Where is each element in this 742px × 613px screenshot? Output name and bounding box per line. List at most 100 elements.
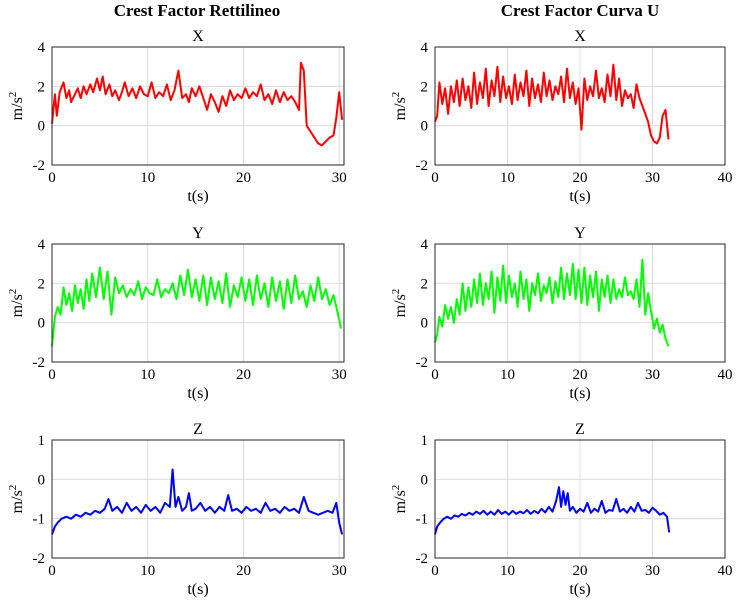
x-tick-label: 0 bbox=[431, 367, 439, 383]
plot-border bbox=[434, 243, 726, 363]
y-axis-label-exponent: 2 bbox=[390, 485, 402, 491]
plot-border bbox=[51, 243, 345, 363]
y-tick-label: 4 bbox=[38, 237, 46, 253]
y-tick-label: -2 bbox=[416, 551, 429, 567]
column-title-rettilineo: Crest Factor Rettilineo bbox=[114, 1, 280, 20]
x-tick-label: 20 bbox=[573, 367, 588, 383]
series-line bbox=[51, 61, 344, 147]
y-axis-label: m/s2 bbox=[390, 92, 409, 121]
y-axis-label-exponent: 2 bbox=[7, 289, 19, 295]
y-axis-label-unit: m/s bbox=[392, 490, 409, 513]
y-tick-label: -1 bbox=[33, 512, 46, 528]
y-tick-label: -2 bbox=[416, 158, 429, 174]
y-tick-label: -2 bbox=[33, 355, 46, 371]
subplot-title: Z bbox=[575, 421, 585, 438]
x-tick-label: 10 bbox=[140, 367, 155, 383]
x-tick-label: 10 bbox=[140, 170, 155, 186]
y-axis-label-unit: m/s bbox=[9, 294, 26, 317]
y-axis-label: m/s2 bbox=[390, 485, 409, 514]
y-tick-label: 0 bbox=[38, 119, 46, 135]
subplot-z-curva-u: 0 10 20 30 40 -2 -1 0 1 Zt(s) m/s2 bbox=[390, 421, 733, 598]
y-tick-label: 0 bbox=[38, 472, 46, 488]
y-tick-label: 2 bbox=[38, 79, 46, 95]
x-tick-label: 10 bbox=[500, 367, 515, 383]
y-tick-label: 2 bbox=[421, 276, 429, 292]
plot-border bbox=[51, 46, 345, 166]
y-tick-label: 1 bbox=[38, 433, 46, 449]
y-axis-label-exponent: 2 bbox=[7, 485, 19, 491]
y-axis-label-unit: m/s bbox=[392, 294, 409, 317]
y-tick-label: 2 bbox=[421, 79, 429, 95]
y-axis-label: m/s2 bbox=[390, 289, 409, 318]
subplot-title: Y bbox=[574, 225, 586, 242]
y-tick-label: 2 bbox=[38, 276, 46, 292]
x-tick-label: 0 bbox=[48, 170, 56, 186]
x-tick-label: 30 bbox=[332, 367, 347, 383]
y-tick-label: -1 bbox=[416, 512, 429, 528]
x-tick-label: 10 bbox=[140, 563, 155, 579]
series-line bbox=[434, 486, 671, 535]
x-tick-label: 20 bbox=[573, 170, 588, 186]
y-tick-label: 0 bbox=[421, 472, 429, 488]
y-axis-label: m/s2 bbox=[7, 485, 26, 514]
x-tick-label: 10 bbox=[500, 170, 515, 186]
y-axis-label-exponent: 2 bbox=[390, 92, 402, 98]
y-axis-label-exponent: 2 bbox=[390, 289, 402, 295]
x-tick-label: 0 bbox=[431, 170, 439, 186]
x-tick-label: 30 bbox=[645, 170, 660, 186]
subplot-title: Z bbox=[193, 421, 203, 438]
y-tick-label: 4 bbox=[421, 237, 429, 253]
series-line bbox=[434, 63, 670, 145]
y-axis-label-unit: m/s bbox=[392, 97, 409, 120]
plot-area bbox=[51, 243, 345, 363]
x-tick-label: 30 bbox=[332, 563, 347, 579]
x-axis-label: t(s) bbox=[569, 188, 590, 205]
y-axis-label: m/s2 bbox=[7, 289, 26, 318]
y-axis-label-unit: m/s bbox=[9, 490, 26, 513]
x-tick-label: 20 bbox=[236, 563, 251, 579]
series-line bbox=[434, 258, 670, 347]
y-axis-label-unit: m/s bbox=[9, 97, 26, 120]
y-tick-label: 4 bbox=[38, 40, 46, 56]
y-tick-label: -2 bbox=[416, 355, 429, 371]
column-title-curva-u: Crest Factor Curva U bbox=[501, 1, 659, 20]
y-tick-label: 0 bbox=[421, 316, 429, 332]
x-tick-label: 0 bbox=[48, 367, 56, 383]
y-tick-label: 0 bbox=[38, 316, 46, 332]
x-axis-label: t(s) bbox=[187, 385, 208, 402]
x-tick-label: 40 bbox=[718, 170, 733, 186]
y-axis-label-exponent: 2 bbox=[7, 92, 19, 98]
x-tick-label: 40 bbox=[718, 367, 733, 383]
x-tick-label: 30 bbox=[645, 563, 660, 579]
subplot-title: X bbox=[192, 28, 204, 45]
x-axis-label: t(s) bbox=[187, 188, 208, 205]
subplot-title: Y bbox=[192, 225, 204, 242]
x-tick-label: 30 bbox=[645, 367, 660, 383]
y-tick-label: 4 bbox=[421, 40, 429, 56]
plot-border bbox=[51, 439, 345, 559]
plot-border bbox=[434, 439, 726, 559]
y-tick-label: -2 bbox=[33, 158, 46, 174]
subplot-title: X bbox=[574, 28, 586, 45]
x-tick-label: 20 bbox=[236, 367, 251, 383]
y-tick-label: -2 bbox=[33, 551, 46, 567]
x-tick-label: 40 bbox=[718, 563, 733, 579]
x-tick-label: 20 bbox=[236, 170, 251, 186]
y-tick-label: 0 bbox=[421, 119, 429, 135]
x-tick-label: 0 bbox=[48, 563, 56, 579]
plot-area bbox=[51, 46, 345, 166]
x-axis-label: t(s) bbox=[187, 581, 208, 598]
plot-area bbox=[51, 439, 345, 559]
x-tick-label: 10 bbox=[500, 563, 515, 579]
series-line bbox=[51, 266, 343, 347]
x-tick-label: 0 bbox=[431, 563, 439, 579]
plot-border bbox=[434, 46, 726, 166]
y-axis-label: m/s2 bbox=[7, 92, 26, 121]
x-tick-label: 30 bbox=[332, 170, 347, 186]
